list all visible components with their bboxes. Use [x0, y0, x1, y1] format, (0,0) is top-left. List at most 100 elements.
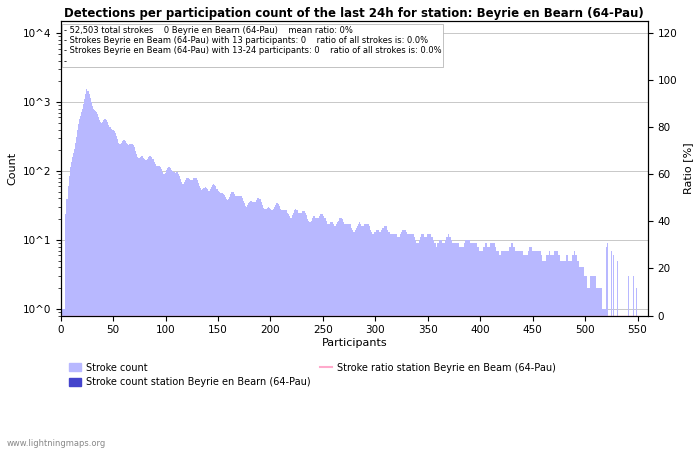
Bar [266, 209, 267, 450]
Bar [384, 226, 385, 450]
Bar [633, 276, 634, 450]
Bar [183, 184, 184, 450]
Bar [230, 194, 231, 450]
Bar [564, 261, 565, 450]
Bar [207, 189, 208, 450]
Bar [101, 122, 102, 450]
Bar [130, 144, 132, 450]
Bar [140, 157, 141, 450]
Bar [340, 218, 342, 450]
Bar [507, 251, 508, 450]
Bar [336, 224, 337, 450]
Bar [206, 189, 207, 450]
Bar [442, 243, 443, 450]
Bar [227, 200, 228, 450]
Bar [277, 203, 279, 450]
Bar [435, 247, 437, 450]
Bar [533, 251, 534, 450]
Bar [554, 251, 555, 450]
Bar [605, 309, 606, 450]
Bar [150, 156, 151, 450]
Bar [597, 288, 598, 450]
Bar [326, 221, 327, 450]
Bar [470, 243, 471, 450]
Bar [74, 149, 75, 450]
Bar [364, 224, 365, 450]
Bar [186, 179, 187, 450]
Bar [149, 156, 150, 450]
Bar [80, 116, 81, 450]
Bar [586, 276, 587, 450]
Bar [506, 251, 507, 450]
Bar [291, 218, 292, 450]
Bar [502, 251, 503, 450]
Bar [160, 167, 161, 450]
Bar [387, 230, 388, 450]
Bar [256, 200, 258, 450]
Bar [138, 158, 139, 450]
Bar [475, 243, 477, 450]
Bar [176, 172, 178, 450]
Bar [295, 209, 296, 450]
Bar [376, 230, 377, 450]
Bar [92, 108, 94, 450]
Bar [575, 255, 576, 450]
Bar [244, 203, 245, 450]
Bar [142, 157, 143, 450]
Bar [353, 232, 354, 450]
Bar [358, 224, 359, 450]
Bar [419, 240, 420, 450]
Legend: Stroke count, Stroke count station Beyrie en Bearn (64-Pau), Stroke ratio statio: Stroke count, Stroke count station Beyri… [66, 359, 559, 392]
Bar [78, 124, 79, 450]
Bar [510, 247, 511, 450]
Bar [276, 203, 277, 450]
Bar [461, 247, 462, 450]
Bar [96, 112, 97, 450]
Bar [350, 224, 351, 450]
Bar [592, 276, 593, 450]
Bar [128, 144, 130, 450]
Bar [61, 309, 62, 450]
Bar [410, 234, 412, 450]
Bar [127, 144, 128, 450]
Bar [66, 199, 67, 450]
Bar [580, 267, 582, 450]
Bar [178, 176, 180, 450]
Bar [420, 237, 421, 450]
Bar [381, 230, 382, 450]
Bar [576, 255, 578, 450]
Bar [332, 222, 333, 450]
Bar [578, 261, 580, 450]
Bar [462, 247, 463, 450]
Bar [486, 243, 487, 450]
Bar [121, 143, 122, 450]
Bar [281, 210, 283, 450]
Bar [125, 141, 126, 450]
Bar [169, 167, 170, 450]
Bar [202, 189, 203, 450]
Bar [307, 219, 308, 450]
Bar [555, 251, 556, 450]
Title: Detections per participation count of the last 24h for station: Beyrie en Bearn : Detections per participation count of th… [64, 7, 644, 20]
Bar [107, 122, 108, 450]
Bar [147, 158, 148, 450]
Bar [237, 196, 239, 450]
Bar [429, 234, 430, 450]
Bar [563, 261, 564, 450]
Bar [64, 309, 65, 450]
Bar [469, 240, 470, 450]
Bar [395, 234, 397, 450]
Bar [471, 243, 472, 450]
Bar [542, 261, 544, 450]
Bar [584, 276, 586, 450]
Bar [458, 247, 460, 450]
Bar [403, 230, 404, 450]
Bar [148, 157, 149, 450]
Bar [265, 209, 266, 450]
Bar [571, 261, 572, 450]
Bar [157, 166, 158, 450]
Bar [67, 186, 69, 450]
Bar [247, 205, 248, 450]
Bar [338, 221, 339, 450]
Bar [378, 230, 379, 450]
